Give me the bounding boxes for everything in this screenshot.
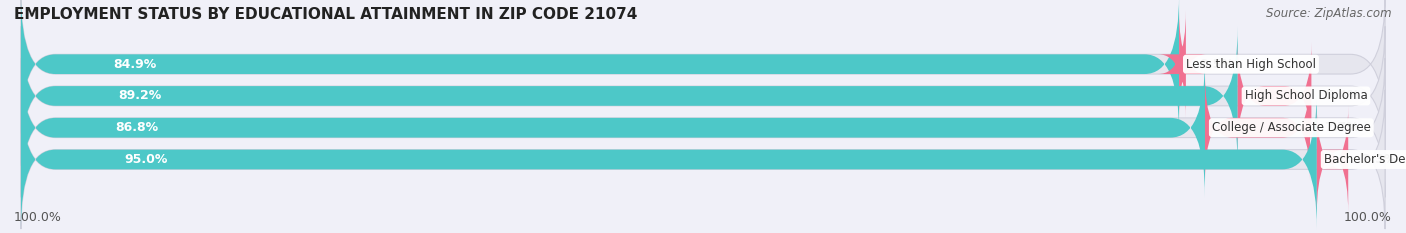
Text: Source: ZipAtlas.com: Source: ZipAtlas.com [1267, 7, 1392, 20]
Text: College / Associate Degree: College / Associate Degree [1212, 121, 1371, 134]
Text: High School Diploma: High School Diploma [1244, 89, 1368, 103]
FancyBboxPatch shape [21, 0, 1180, 134]
Text: 95.0%: 95.0% [125, 153, 167, 166]
Text: 7.7%: 7.7% [1324, 121, 1358, 134]
FancyBboxPatch shape [1317, 106, 1348, 213]
FancyBboxPatch shape [21, 90, 1317, 229]
Text: 2.3%: 2.3% [1362, 153, 1396, 166]
Legend: In Labor Force, Unemployed: In Labor Force, Unemployed [586, 229, 820, 233]
FancyBboxPatch shape [1205, 74, 1310, 182]
FancyBboxPatch shape [21, 26, 1237, 165]
Text: 100.0%: 100.0% [14, 211, 62, 224]
Text: EMPLOYMENT STATUS BY EDUCATIONAL ATTAINMENT IN ZIP CODE 21074: EMPLOYMENT STATUS BY EDUCATIONAL ATTAINM… [14, 7, 637, 22]
FancyBboxPatch shape [21, 90, 1385, 229]
Text: 84.9%: 84.9% [114, 58, 157, 71]
Text: 89.2%: 89.2% [118, 89, 162, 103]
Text: 86.8%: 86.8% [115, 121, 159, 134]
Text: Bachelor's Degree or higher: Bachelor's Degree or higher [1323, 153, 1406, 166]
Text: 0.5%: 0.5% [1199, 58, 1234, 71]
FancyBboxPatch shape [21, 26, 1385, 165]
FancyBboxPatch shape [21, 58, 1205, 197]
FancyBboxPatch shape [1159, 10, 1206, 118]
FancyBboxPatch shape [1237, 42, 1312, 150]
Text: 100.0%: 100.0% [1344, 211, 1392, 224]
FancyBboxPatch shape [21, 58, 1385, 197]
FancyBboxPatch shape [21, 0, 1385, 134]
Text: 5.4%: 5.4% [1326, 89, 1360, 103]
Text: Less than High School: Less than High School [1185, 58, 1316, 71]
